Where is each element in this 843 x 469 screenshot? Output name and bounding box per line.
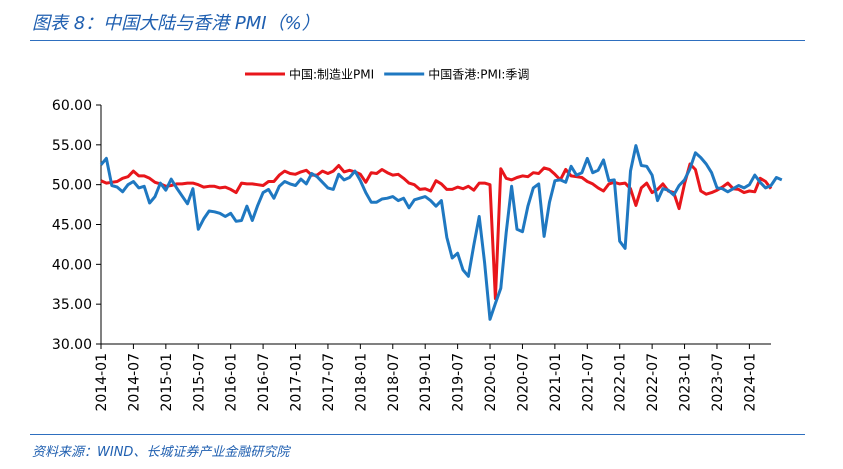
x-tick-label: 2015-01 (159, 353, 175, 412)
title-divider (30, 40, 805, 41)
x-tick-label: 2023-07 (710, 353, 726, 412)
x-tick-label: 2022-01 (613, 353, 629, 412)
figure-title: 图表 8：中国大陆与香港 PMI（%） (32, 13, 320, 34)
pmi-line-chart: 中国:制造业PMI 中国香港:PMI:季调 30.00 35.00 40.00 45.0… (52, 67, 783, 412)
x-tick-label: 2019-07 (451, 353, 467, 412)
y-tick-label: 35.00 (52, 297, 92, 313)
x-tick-label: 2021-07 (580, 353, 596, 412)
x-tick-label: 2015-07 (191, 353, 207, 412)
x-tick-label: 2020-01 (483, 353, 499, 412)
x-tick-label: 2019-01 (418, 353, 434, 412)
source-note: 资料来源：WIND、长城证券产业金融研究院 (32, 445, 290, 460)
x-tick-label: 2018-07 (386, 353, 402, 412)
y-tick-label: 40.00 (52, 257, 92, 273)
x-tick-label: 2022-07 (645, 353, 661, 412)
y-axis-ticks: 30.00 35.00 40.00 45.00 50.00 55.00 60.00 (52, 98, 101, 353)
y-tick-label: 45.00 (52, 218, 92, 234)
x-tick-label: 2016-07 (256, 353, 272, 412)
x-tick-label: 2021-01 (548, 353, 564, 412)
chart-legend: 中国:制造业PMI 中国香港:PMI:季调 (245, 67, 529, 82)
source-divider (30, 434, 805, 435)
series-line-0 (100, 162, 773, 301)
legend-label-0: 中国:制造业PMI (289, 67, 374, 82)
x-tick-label: 2014-07 (126, 353, 142, 412)
y-tick-label: 50.00 (52, 178, 92, 194)
x-tick-label: 2023-01 (678, 353, 694, 412)
series-line-1 (99, 144, 783, 321)
x-tick-label: 2016-01 (224, 353, 240, 412)
x-tick-label: 2017-01 (289, 353, 305, 412)
y-tick-label: 55.00 (52, 138, 92, 154)
x-axis-ticks: 2014-01 2014-07 2015-01 2015-07 2016-01 2016-… (94, 344, 758, 412)
legend-label-1: 中国香港:PMI:季调 (428, 67, 529, 82)
y-tick-label: 30.00 (52, 337, 92, 353)
x-tick-label: 2024-01 (742, 353, 758, 412)
y-tick-label: 60.00 (52, 98, 92, 114)
x-tick-label: 2018-01 (353, 353, 369, 412)
chart-series (99, 144, 783, 321)
x-tick-label: 2014-01 (94, 353, 110, 412)
x-tick-label: 2017-07 (321, 353, 337, 412)
x-tick-label: 2020-07 (515, 353, 531, 412)
